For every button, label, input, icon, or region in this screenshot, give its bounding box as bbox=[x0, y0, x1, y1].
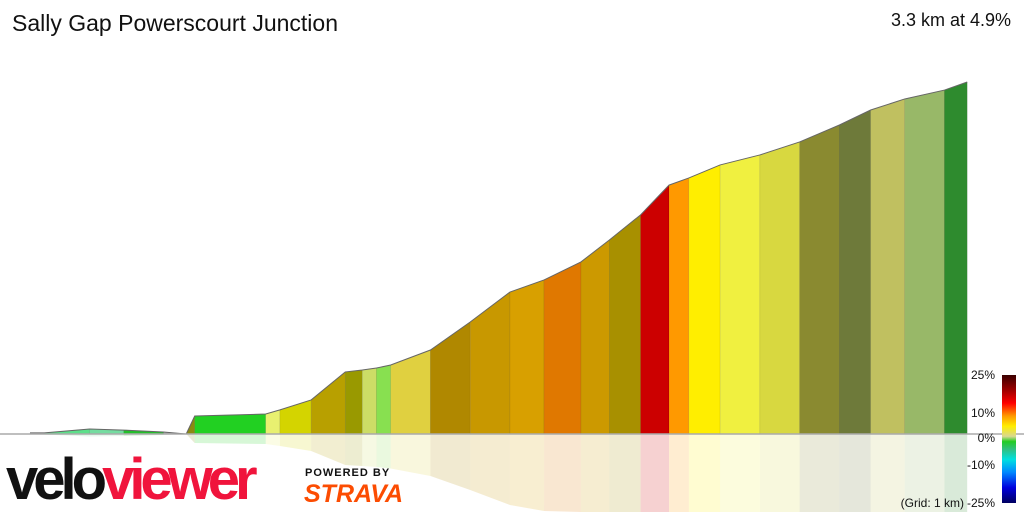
segment-summary: 3.3 km at 4.9% bbox=[890, 10, 1011, 30]
profile-segment-24 bbox=[759, 141, 800, 435]
scale-label-0: 0% bbox=[977, 431, 995, 445]
profile-reflection-24 bbox=[759, 434, 800, 512]
profile-segment-23 bbox=[719, 154, 761, 435]
scale-label-neg10: -10% bbox=[966, 458, 995, 472]
profile-segment-10 bbox=[344, 369, 363, 435]
profile-reflection-26 bbox=[839, 434, 871, 512]
profile-segment-29 bbox=[944, 81, 968, 435]
profile-segment-12 bbox=[376, 364, 391, 435]
scale-label-25: 25% bbox=[970, 368, 995, 382]
profile-segment-6 bbox=[194, 413, 266, 435]
profile-reflection-25 bbox=[799, 434, 840, 512]
profile-segment-20 bbox=[640, 184, 670, 435]
profile-reflection-22 bbox=[688, 434, 721, 512]
profile-reflection-12 bbox=[376, 434, 391, 469]
logo-viewer: viewer bbox=[102, 447, 258, 512]
profile-reflection-17 bbox=[544, 434, 581, 512]
profile-reflection-10 bbox=[345, 434, 363, 467]
profile-reflection-20 bbox=[640, 434, 669, 512]
profile-reflection-23 bbox=[720, 434, 760, 512]
profile-segment-17 bbox=[543, 261, 582, 435]
profile-reflection-14 bbox=[430, 434, 471, 490]
profile-reflection-8 bbox=[279, 434, 312, 452]
powered-by-label: POWERED BY bbox=[305, 467, 391, 479]
profile-segment-18 bbox=[580, 239, 610, 435]
profile-reflection-18 bbox=[580, 434, 610, 512]
profile-segment-22 bbox=[688, 164, 721, 435]
profile-segment-28 bbox=[904, 89, 945, 435]
profile-segment-9 bbox=[310, 371, 346, 435]
gradient-color-scale bbox=[1002, 375, 1016, 503]
profile-reflection-29 bbox=[944, 434, 968, 512]
scale-label-10: 10% bbox=[970, 406, 995, 420]
profile-segment-16 bbox=[509, 279, 545, 435]
profile-reflection-5 bbox=[186, 434, 195, 444]
veloviewer-logo[interactable]: veloviewer bbox=[6, 451, 258, 509]
profile-reflection-7 bbox=[265, 434, 280, 447]
profile-reflection-16 bbox=[509, 434, 545, 512]
profile-reflection-6 bbox=[194, 434, 266, 444]
profile-segment-14 bbox=[430, 321, 471, 435]
profile-segment-26 bbox=[839, 109, 871, 435]
profile-segment-11 bbox=[362, 367, 377, 435]
profile-reflection-21 bbox=[669, 434, 689, 512]
profile-segment-15 bbox=[469, 291, 511, 435]
profile-reflection-27 bbox=[870, 434, 905, 512]
profile-reflection-9 bbox=[311, 434, 346, 466]
profile-reflection-11 bbox=[362, 434, 377, 467]
profile-reflection-19 bbox=[609, 434, 641, 512]
profile-segment-19 bbox=[609, 214, 641, 435]
profile-segment-25 bbox=[799, 124, 840, 435]
scale-label-neg25: -25% bbox=[966, 496, 995, 510]
profile-reflection-28 bbox=[904, 434, 945, 512]
profile-reflection-15 bbox=[470, 434, 510, 505]
profile-segment-21 bbox=[668, 177, 690, 435]
strava-logo[interactable]: STRAVA bbox=[304, 480, 404, 508]
profile-reflection-13 bbox=[390, 434, 431, 476]
logo-velo: velo bbox=[6, 447, 107, 512]
segment-title: Sally Gap Powerscourt Junction bbox=[12, 10, 338, 36]
grid-label: (Grid: 1 km) bbox=[900, 496, 964, 510]
profile-segment-27 bbox=[870, 98, 905, 435]
